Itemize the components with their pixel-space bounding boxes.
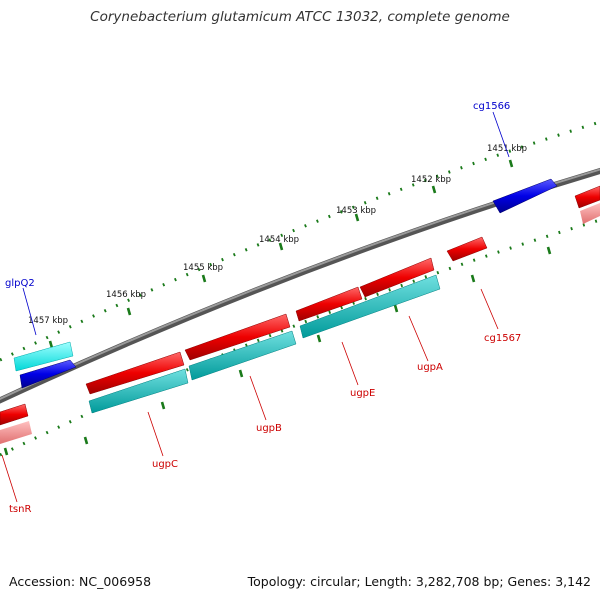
gene-label-ugpC[interactable]: ugpC	[152, 459, 178, 470]
tick-label-1456: 1456 kbp	[106, 290, 146, 300]
label-connectors	[1, 111, 510, 503]
tick-label-1454: 1454 kbp	[259, 235, 299, 245]
gene-cg1566-arrow[interactable]	[492, 178, 558, 214]
accession-text: Accession: NC_006958	[9, 574, 152, 589]
major-ticks	[3, 159, 552, 456]
tick-label-1455: 1455 kbp	[183, 263, 223, 273]
outer-tick-track	[0, 120, 600, 362]
tick-label-1452: 1452 kbp	[411, 175, 451, 185]
gene-label-ugpA[interactable]: ugpA	[417, 362, 443, 373]
gene-label-ugpB[interactable]: ugpB	[256, 423, 282, 434]
tick-label-1457: 1457 kbp	[28, 316, 68, 326]
gene-ugpA-rna[interactable]	[299, 274, 441, 339]
gene-tsnR-arrow[interactable]	[0, 403, 29, 426]
gene-ugpC-rna[interactable]	[88, 368, 189, 414]
gene-cg1567-arrow[interactable]	[446, 236, 488, 262]
gene-tsnR-rna[interactable]	[0, 421, 32, 444]
tick-label-1451: 1451 kbp	[487, 144, 527, 154]
gene-ugpA-arrow[interactable]	[359, 257, 435, 298]
tick-label-1453: 1453 kbp	[336, 206, 376, 216]
topology-text: Topology: circular; Length: 3,282,708 bp…	[247, 574, 591, 589]
gene-glpQ2-rna[interactable]	[13, 341, 74, 372]
gene-cg1566-right-arrow[interactable]	[574, 185, 600, 209]
gene-label-cg1567[interactable]: cg1567	[484, 333, 521, 344]
gene-label-glpQ2[interactable]: glpQ2	[5, 278, 35, 289]
gene-label-cg1566[interactable]: cg1566	[473, 101, 510, 112]
gene-glpQ2-arrow[interactable]	[19, 359, 77, 389]
gene-label-tsnR[interactable]: tsnR	[9, 504, 31, 515]
gene-ugpB-arrow[interactable]	[184, 313, 291, 361]
gene-ugpE-arrow[interactable]	[295, 286, 363, 322]
gene-ugpC-arrow[interactable]	[85, 351, 185, 395]
gene-cg1566-right-rna[interactable]	[580, 203, 600, 224]
gene-ugpB-rna[interactable]	[188, 330, 297, 381]
gene-label-ugpE[interactable]: ugpE	[350, 388, 375, 399]
map-title: Corynebacterium glutamicum ATCC 13032, c…	[90, 9, 510, 25]
